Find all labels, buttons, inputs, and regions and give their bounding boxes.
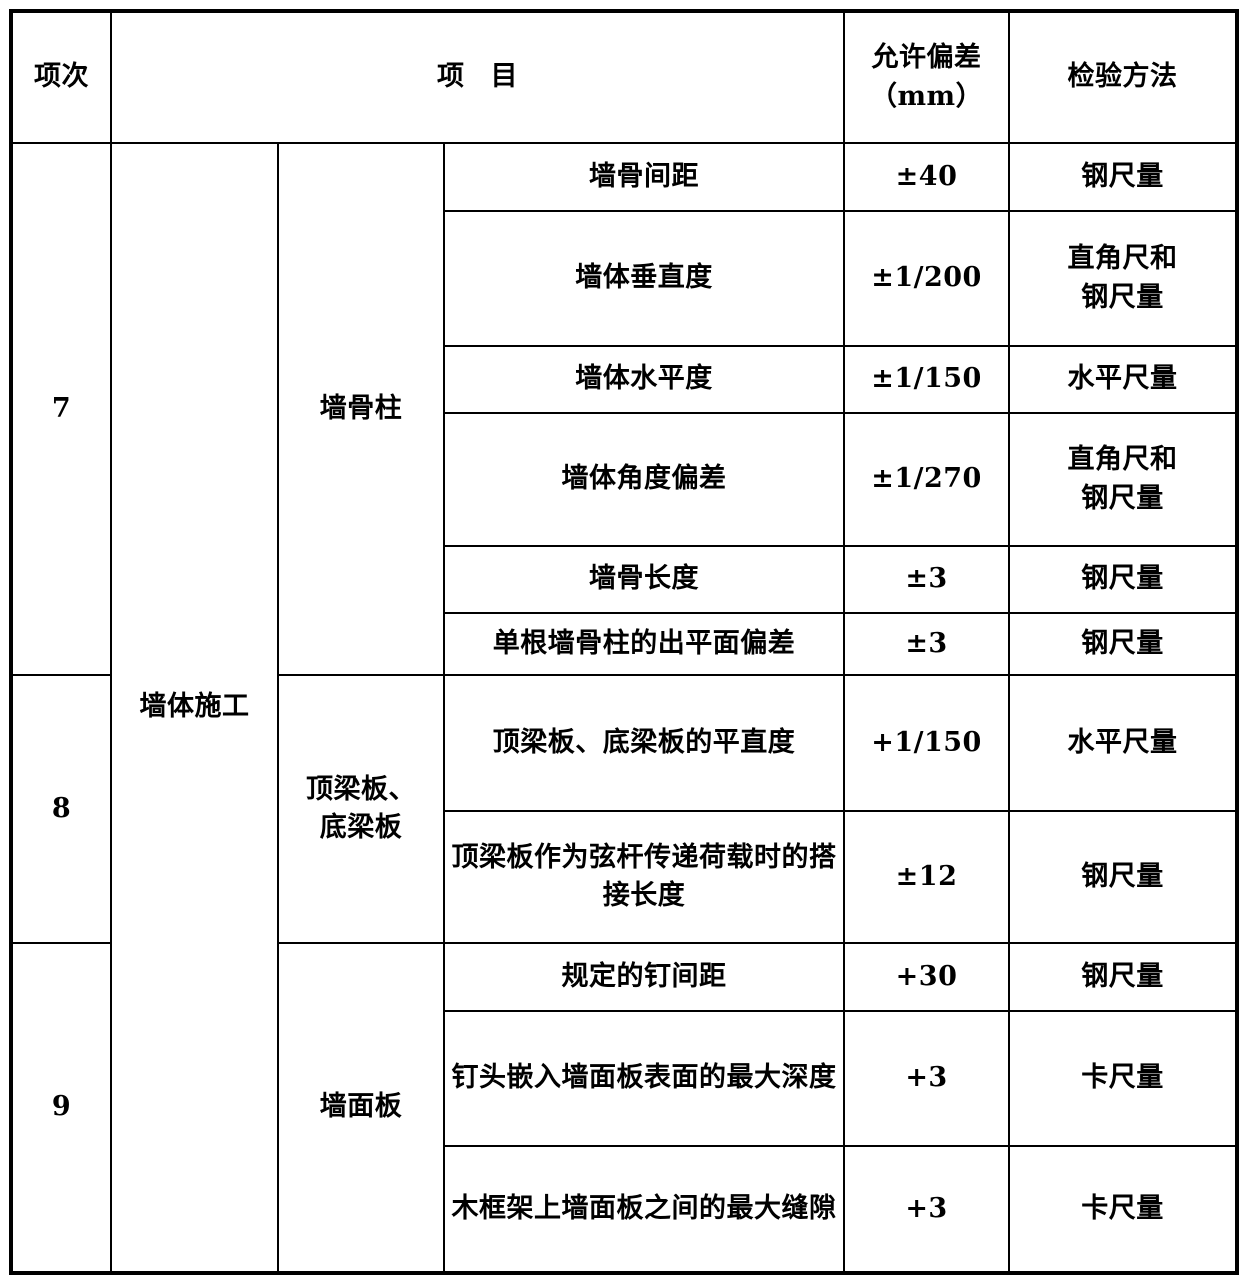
- item-label: 顶梁板、底梁板的平直度: [442, 674, 846, 812]
- table-header-row: 项次 项目 允许偏差 （mm） 检验方法: [11, 11, 1238, 144]
- method-value: 直角尺和 钢尺量: [1008, 210, 1238, 347]
- stage-label-wall-construction: 墙体施工: [110, 142, 279, 1273]
- group-label-wall-panel: 墙面板: [277, 942, 445, 1273]
- row-index-7: 7: [11, 142, 112, 676]
- header-item-part1: 项: [437, 61, 465, 93]
- method-line: 钢尺量: [1081, 281, 1164, 313]
- header-item: 项目: [109, 11, 846, 144]
- header-method: 检验方法: [1008, 11, 1238, 144]
- table-row: 钉头嵌入墙面板表面的最大深度 +3 卡尺量: [12, 1010, 1238, 1147]
- item-label: 墙体水平度: [442, 345, 846, 414]
- table-row: 顶梁板作为弦杆传递荷载时的搭接长度 ±12 钢尺量: [12, 810, 1238, 944]
- tolerance-value: +30: [843, 942, 1011, 1012]
- table-row: 单根墙骨柱的出平面偏差 ±3 钢尺量: [12, 612, 1238, 676]
- group-label-top-bottom-plate: 顶梁板、 底梁板: [277, 674, 445, 944]
- method-value: 直角尺和 钢尺量: [1008, 412, 1238, 547]
- item-label: 墙体垂直度: [442, 210, 846, 347]
- group-label-line: 顶梁板、: [306, 773, 416, 805]
- item-label: 墙骨间距: [442, 142, 846, 212]
- tolerance-value: +3: [843, 1010, 1011, 1147]
- method-value: 水平尺量: [1008, 345, 1238, 414]
- method-value: 水平尺量: [1008, 674, 1238, 812]
- method-value: 卡尺量: [1008, 1145, 1238, 1273]
- method-line: 直角尺和: [1067, 243, 1178, 275]
- tolerance-value: +1/150: [843, 674, 1011, 812]
- tolerance-value: ±1/200: [843, 210, 1011, 347]
- method-value: 钢尺量: [1008, 942, 1238, 1012]
- tolerance-value: ±12: [843, 810, 1011, 944]
- table-row: 墙体垂直度 ±1/200 直角尺和 钢尺量: [12, 210, 1238, 347]
- method-value: 卡尺量: [1008, 1010, 1238, 1147]
- tolerance-value: +3: [843, 1145, 1011, 1273]
- table-row: 8 顶梁板、 底梁板 顶梁板、底梁板的平直度 +1/150 水平尺量: [11, 674, 1238, 944]
- group-label-line: 底梁板: [319, 812, 403, 843]
- table-row: 7 墙体施工 墙骨柱 墙骨间距 ±40 钢尺量: [11, 142, 1238, 1273]
- tolerance-value: ±3: [843, 545, 1011, 614]
- spec-table: 项次 项目 允许偏差 （mm） 检验方法 7 墙体施工 墙骨柱 墙骨间距 ±40: [8, 9, 1240, 1275]
- tolerance-value: ±40: [843, 142, 1011, 212]
- method-value: 钢尺量: [1008, 142, 1238, 212]
- item-label: 单根墙骨柱的出平面偏差: [442, 612, 846, 676]
- header-tolerance: 允许偏差 （mm）: [843, 11, 1011, 144]
- table-row: 9 墙面板 规定的钉间距 +30 钢尺量: [11, 942, 1238, 1273]
- method-line: 钢尺量: [1081, 482, 1164, 514]
- tolerance-value: ±1/150: [843, 345, 1011, 414]
- method-value: 钢尺量: [1008, 545, 1238, 614]
- group-label-wall-stud: 墙骨柱: [277, 142, 445, 676]
- header-tolerance-line1: 允许偏差: [871, 42, 982, 74]
- item-label: 顶梁板作为弦杆传递荷载时的搭接长度: [442, 810, 846, 944]
- method-line: 直角尺和: [1067, 444, 1178, 476]
- row-index-8: 8: [11, 674, 112, 944]
- header-tolerance-line2: （mm）: [869, 80, 984, 112]
- tolerance-value: ±3: [843, 612, 1011, 676]
- header-index: 项次: [11, 11, 112, 144]
- table-row: 墙骨长度 ±3 钢尺量: [12, 545, 1238, 614]
- table-row: 墙体水平度 ±1/150 水平尺量: [12, 345, 1238, 414]
- item-label: 木框架上墙面板之间的最大缝隙: [442, 1145, 846, 1273]
- header-item-part2: 目: [490, 61, 519, 93]
- table-row: 墙体角度偏差 ±1/270 直角尺和 钢尺量: [12, 412, 1238, 547]
- table-row: 木框架上墙面板之间的最大缝隙 +3 卡尺量: [12, 1145, 1238, 1273]
- item-label: 规定的钉间距: [442, 942, 846, 1012]
- method-value: 钢尺量: [1008, 612, 1238, 676]
- row-index-9: 9: [11, 942, 112, 1273]
- method-value: 钢尺量: [1008, 810, 1238, 944]
- item-label: 墙骨长度: [442, 545, 846, 614]
- tolerance-value: ±1/270: [843, 412, 1011, 547]
- item-label: 墙体角度偏差: [442, 412, 846, 547]
- item-label: 钉头嵌入墙面板表面的最大深度: [442, 1010, 846, 1147]
